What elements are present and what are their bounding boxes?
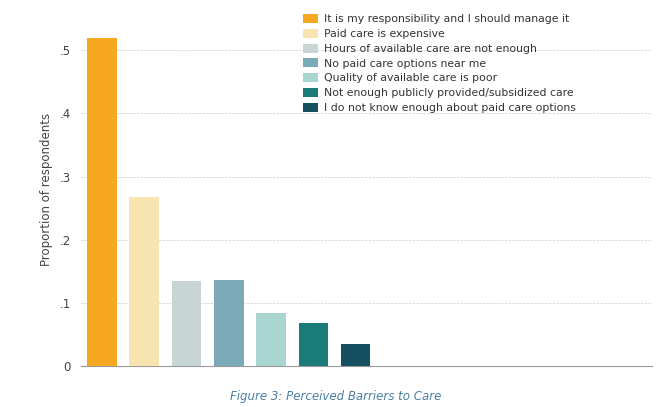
Bar	[171, 281, 201, 366]
Text: Figure 3: Perceived Barriers to Care: Figure 3: Perceived Barriers to Care	[230, 390, 442, 403]
Bar	[87, 37, 117, 366]
Y-axis label: Proportion of respondents: Proportion of respondents	[40, 113, 52, 266]
Bar	[298, 323, 328, 366]
Legend: It is my responsibility and I should manage it, Paid care is expensive, Hours of: It is my responsibility and I should man…	[303, 14, 576, 113]
Bar	[214, 280, 243, 366]
Bar	[256, 313, 286, 366]
Bar	[129, 197, 159, 366]
Bar	[341, 344, 370, 366]
